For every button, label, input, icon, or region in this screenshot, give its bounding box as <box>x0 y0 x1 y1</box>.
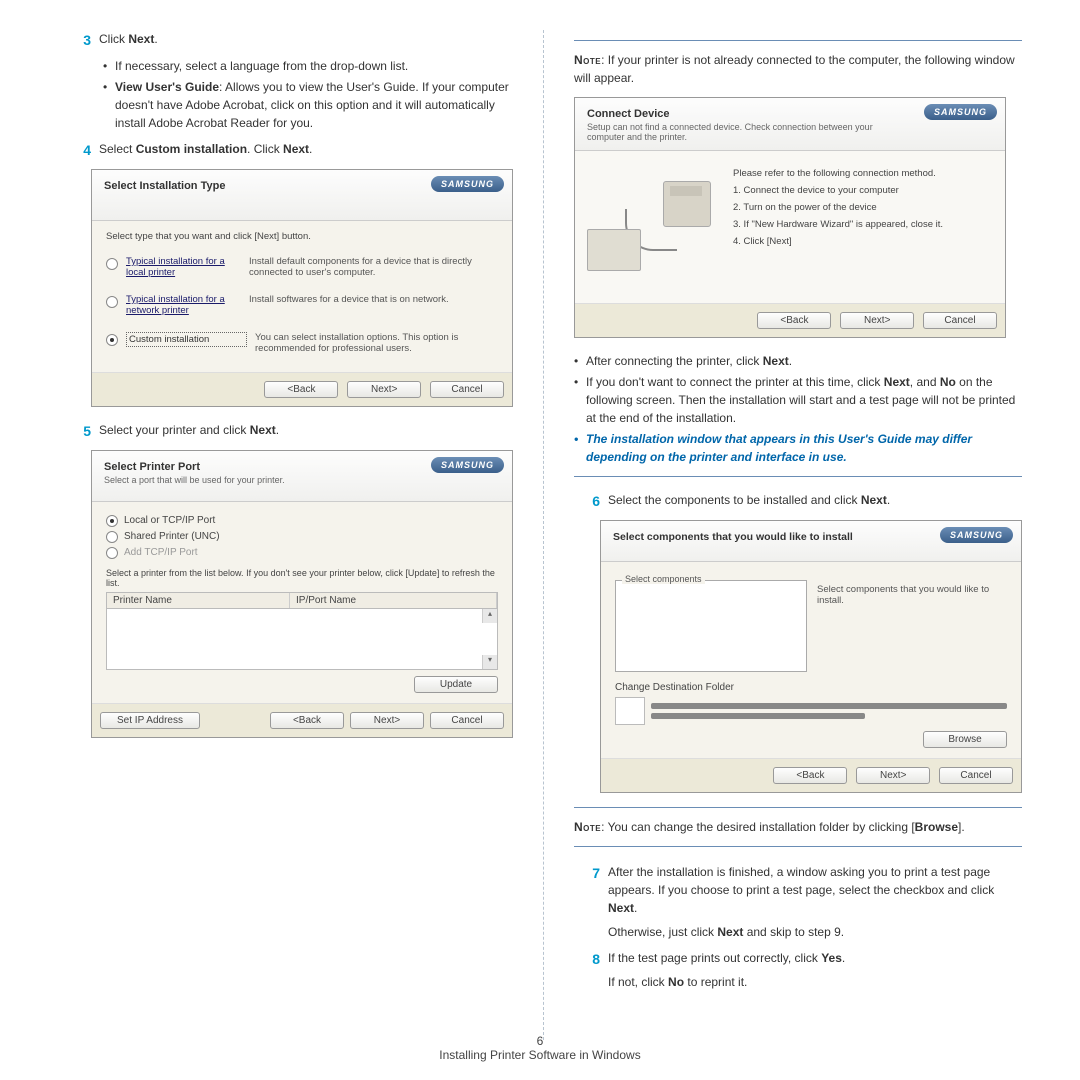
option-desc: You can select installation options. Thi… <box>255 332 498 354</box>
brand-badge: SAMSUNG <box>924 104 997 120</box>
back-button[interactable]: <Back <box>270 712 344 729</box>
radio-icon[interactable] <box>106 296 118 308</box>
folder-icon <box>615 697 645 725</box>
bullet-text: If necessary, select a language from the… <box>115 57 408 75</box>
step-text: Click Next. <box>99 30 513 51</box>
listbox-label: Select components <box>622 574 705 584</box>
option-desc: Install default components for a device … <box>249 256 498 278</box>
left-column: 3 Click Next. •If necessary, select a la… <box>50 30 528 1040</box>
port-hint: Select a printer from the list below. If… <box>106 568 498 588</box>
after-connect-bullets: •After connecting the printer, click Nex… <box>574 352 1022 466</box>
page-footer: 6 Installing Printer Software in Windows <box>0 1034 1080 1062</box>
component-listbox[interactable]: Select components <box>615 580 807 672</box>
back-button[interactable]: <Back <box>264 381 338 398</box>
next-button[interactable]: Next> <box>856 767 930 784</box>
step-6: 6 Select the components to be installed … <box>574 491 1022 512</box>
destination-label: Change Destination Folder <box>615 682 1007 693</box>
step-4: 4 Select Custom installation. Click Next… <box>65 140 513 161</box>
update-button[interactable]: Update <box>414 676 498 693</box>
brand-badge: SAMSUNG <box>940 527 1013 543</box>
step-8: 8 If the test page prints out correctly,… <box>574 949 1022 991</box>
browse-button[interactable]: Browse <box>923 731 1007 748</box>
port-option[interactable]: Local or TCP/IP Port <box>124 515 215 526</box>
printer-table-body[interactable]: ▴ ▾ <box>106 609 498 670</box>
step-3-bullets: •If necessary, select a language from th… <box>103 57 513 132</box>
dialog-installation-type: × Select Installation Type SAMSUNG Selec… <box>91 169 513 407</box>
note-browse: Note: You can change the desired install… <box>574 818 1022 836</box>
right-column: Note: If your printer is not already con… <box>559 30 1037 1040</box>
scroll-down-icon[interactable]: ▾ <box>482 655 497 669</box>
next-button[interactable]: Next> <box>347 381 421 398</box>
dialog-subtitle: Setup can not find a connected device. C… <box>587 122 887 142</box>
col-printer-name[interactable]: Printer Name <box>107 593 290 608</box>
dialog-select-components: × Select components that you would like … <box>600 520 1022 793</box>
brand-badge: SAMSUNG <box>431 176 504 192</box>
note-rule <box>574 476 1022 477</box>
cancel-button[interactable]: Cancel <box>430 712 504 729</box>
note-rule <box>574 846 1022 847</box>
note-label: Note <box>574 53 601 67</box>
set-ip-button[interactable]: Set IP Address <box>100 712 200 729</box>
option-label[interactable]: Typical installation for a local printer <box>126 256 241 278</box>
brand-badge: SAMSUNG <box>431 457 504 473</box>
dialog-hint: Select type that you want and click [Nex… <box>106 231 498 242</box>
note-not-connected: Note: If your printer is not already con… <box>574 51 1022 87</box>
port-option[interactable]: Shared Printer (UNC) <box>124 531 220 542</box>
radio-icon[interactable] <box>106 258 118 270</box>
column-divider <box>543 30 544 1040</box>
step-3: 3 Click Next. <box>65 30 513 51</box>
note-rule <box>574 40 1022 41</box>
footer-title: Installing Printer Software in Windows <box>0 1048 1080 1062</box>
dialog-subtitle: Select a port that will be used for your… <box>104 475 500 485</box>
note-italic: The installation window that appears in … <box>586 430 1022 466</box>
cancel-button[interactable]: Cancel <box>939 767 1013 784</box>
note-rule <box>574 807 1022 808</box>
back-button[interactable]: <Back <box>757 312 831 329</box>
next-button[interactable]: Next> <box>840 312 914 329</box>
component-desc: Select components that you would like to… <box>817 580 1007 672</box>
option-label[interactable]: Custom installation <box>126 332 247 347</box>
dialog-connect-device: × Connect Device Setup can not find a co… <box>574 97 1006 338</box>
computer-icon <box>587 229 641 271</box>
option-label[interactable]: Typical installation for a network print… <box>126 294 241 316</box>
step-5: 5 Select your printer and click Next. <box>65 421 513 442</box>
dialog-printer-port: × Select Printer Port Select a port that… <box>91 450 513 738</box>
step-number: 3 <box>65 30 99 51</box>
back-button[interactable]: <Back <box>773 767 847 784</box>
radio-icon[interactable] <box>106 547 118 559</box>
radio-icon[interactable] <box>106 515 118 527</box>
option-desc: Install softwares for a device that is o… <box>249 294 449 305</box>
connection-steps: Please refer to the following connection… <box>733 165 943 285</box>
col-ip-port[interactable]: IP/Port Name <box>290 593 497 608</box>
scroll-up-icon[interactable]: ▴ <box>482 609 497 623</box>
bullet-text: View User's Guide: Allows you to view th… <box>115 78 513 132</box>
port-option[interactable]: Add TCP/IP Port <box>124 547 198 558</box>
connection-illustration <box>585 175 715 275</box>
destination-path <box>651 703 1007 709</box>
page-number: 6 <box>0 1034 1080 1048</box>
cancel-button[interactable]: Cancel <box>923 312 997 329</box>
printer-table-header: Printer Name IP/Port Name <box>106 592 498 609</box>
cancel-button[interactable]: Cancel <box>430 381 504 398</box>
radio-icon[interactable] <box>106 531 118 543</box>
step-7: 7 After the installation is finished, a … <box>574 863 1022 941</box>
next-button[interactable]: Next> <box>350 712 424 729</box>
radio-icon[interactable] <box>106 334 118 346</box>
